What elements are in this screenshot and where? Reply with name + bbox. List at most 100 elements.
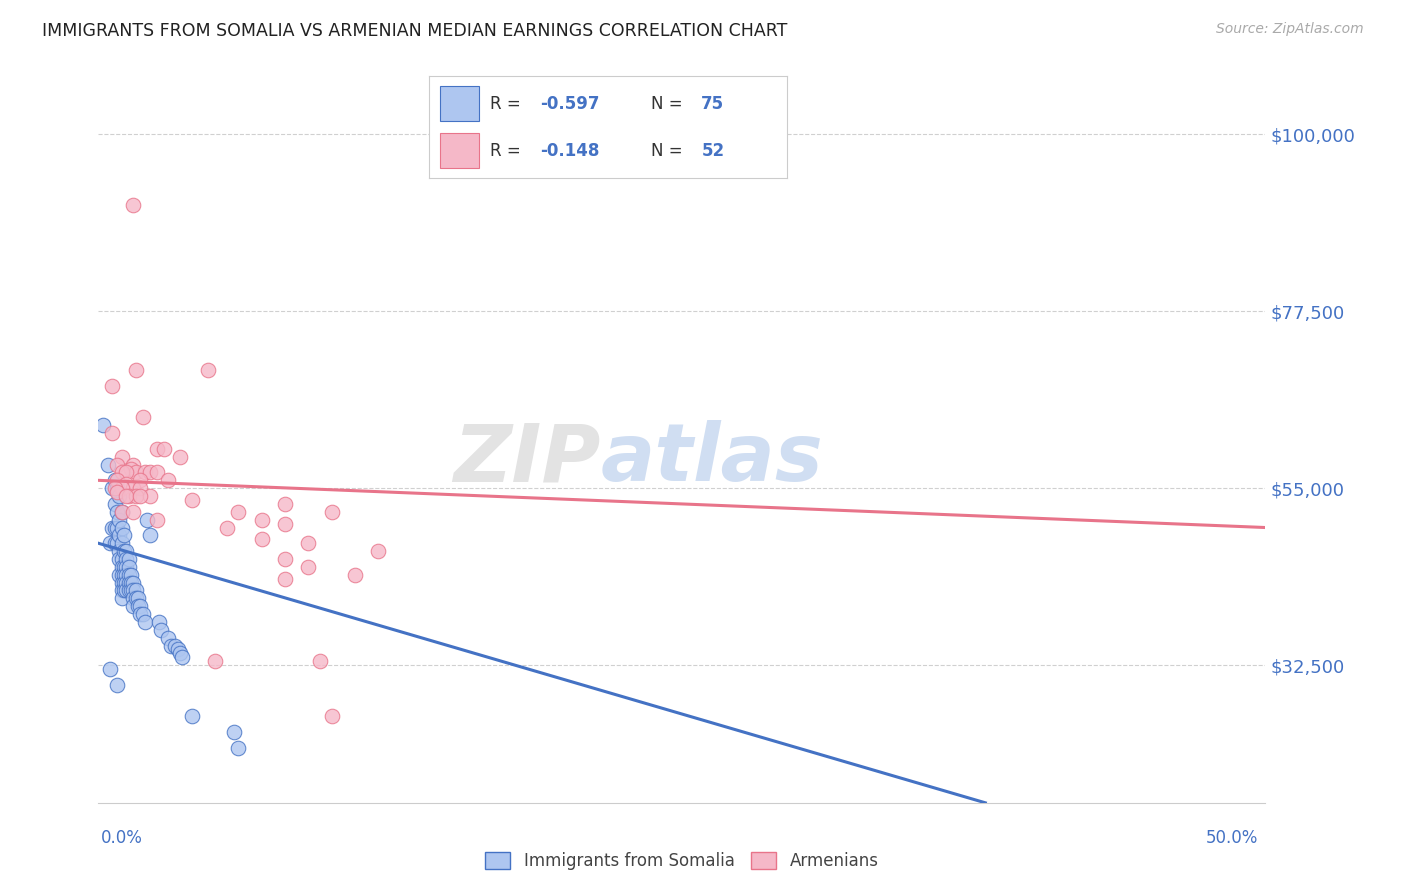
- FancyBboxPatch shape: [440, 133, 479, 168]
- Point: [115, 567, 138, 582]
- Point: [112, 544, 135, 558]
- Point: [101, 520, 124, 534]
- Point: [122, 505, 145, 519]
- Point: [105, 473, 128, 487]
- Point: [309, 654, 332, 668]
- Point: [115, 477, 138, 491]
- Point: [367, 544, 389, 558]
- Point: [204, 654, 226, 668]
- Point: [105, 481, 128, 495]
- Point: [122, 591, 145, 606]
- Point: [134, 466, 156, 480]
- Point: [105, 536, 128, 550]
- Point: [122, 458, 145, 472]
- Point: [115, 466, 138, 480]
- Point: [105, 678, 128, 692]
- Point: [111, 559, 134, 574]
- Legend: Immigrants from Somalia, Armenians: Immigrants from Somalia, Armenians: [477, 844, 887, 879]
- Point: [129, 473, 152, 487]
- Point: [120, 575, 142, 590]
- Point: [108, 489, 131, 503]
- Point: [112, 583, 135, 598]
- Point: [148, 615, 170, 629]
- Point: [115, 552, 138, 566]
- Text: R =: R =: [489, 142, 520, 160]
- Point: [157, 473, 180, 487]
- Point: [112, 575, 135, 590]
- Point: [122, 481, 145, 495]
- Text: 0.0%: 0.0%: [101, 829, 143, 847]
- Point: [180, 709, 202, 723]
- Point: [111, 466, 134, 480]
- Point: [111, 520, 134, 534]
- Point: [104, 473, 127, 487]
- Point: [321, 505, 343, 519]
- Point: [159, 639, 181, 653]
- Point: [118, 552, 141, 566]
- Point: [104, 497, 127, 511]
- Point: [129, 599, 152, 614]
- Point: [111, 505, 134, 519]
- Point: [274, 497, 297, 511]
- Point: [111, 450, 134, 464]
- Point: [125, 591, 148, 606]
- Point: [120, 583, 142, 598]
- Point: [197, 363, 219, 377]
- Point: [172, 650, 194, 665]
- Point: [165, 639, 187, 653]
- Point: [146, 513, 169, 527]
- Point: [274, 516, 297, 531]
- Point: [108, 544, 131, 558]
- Text: IMMIGRANTS FROM SOMALIA VS ARMENIAN MEDIAN EARNINGS CORRELATION CHART: IMMIGRANTS FROM SOMALIA VS ARMENIAN MEDI…: [42, 22, 787, 40]
- Point: [274, 552, 297, 566]
- Point: [101, 481, 124, 495]
- Text: R =: R =: [489, 95, 520, 112]
- Point: [112, 559, 135, 574]
- Point: [122, 583, 145, 598]
- Point: [120, 461, 142, 475]
- Point: [105, 485, 128, 500]
- Point: [111, 481, 134, 495]
- Point: [118, 575, 141, 590]
- Point: [105, 505, 128, 519]
- Point: [146, 466, 169, 480]
- Point: [152, 442, 174, 456]
- Text: 75: 75: [702, 95, 724, 112]
- Point: [98, 662, 121, 676]
- Point: [105, 458, 128, 472]
- Point: [321, 709, 343, 723]
- Point: [122, 599, 145, 614]
- Point: [97, 458, 120, 472]
- Point: [146, 442, 169, 456]
- Point: [91, 418, 114, 433]
- Point: [115, 544, 138, 558]
- Point: [118, 559, 141, 574]
- Point: [125, 583, 148, 598]
- Point: [118, 489, 141, 503]
- Point: [118, 583, 141, 598]
- Point: [111, 591, 134, 606]
- Point: [111, 575, 134, 590]
- Text: N =: N =: [651, 95, 683, 112]
- Point: [125, 363, 148, 377]
- Point: [125, 466, 148, 480]
- Point: [98, 536, 121, 550]
- Point: [166, 642, 188, 657]
- Point: [104, 520, 127, 534]
- Point: [120, 567, 142, 582]
- Point: [111, 567, 134, 582]
- Point: [108, 528, 131, 542]
- Point: [129, 607, 152, 621]
- Point: [222, 725, 245, 739]
- Point: [105, 520, 128, 534]
- Text: atlas: atlas: [600, 420, 823, 498]
- Point: [101, 379, 124, 393]
- Point: [127, 591, 149, 606]
- Point: [112, 567, 135, 582]
- Point: [274, 572, 297, 586]
- Point: [129, 489, 152, 503]
- Text: ZIP: ZIP: [453, 420, 600, 498]
- Point: [122, 575, 145, 590]
- Point: [228, 740, 250, 755]
- Point: [118, 567, 141, 582]
